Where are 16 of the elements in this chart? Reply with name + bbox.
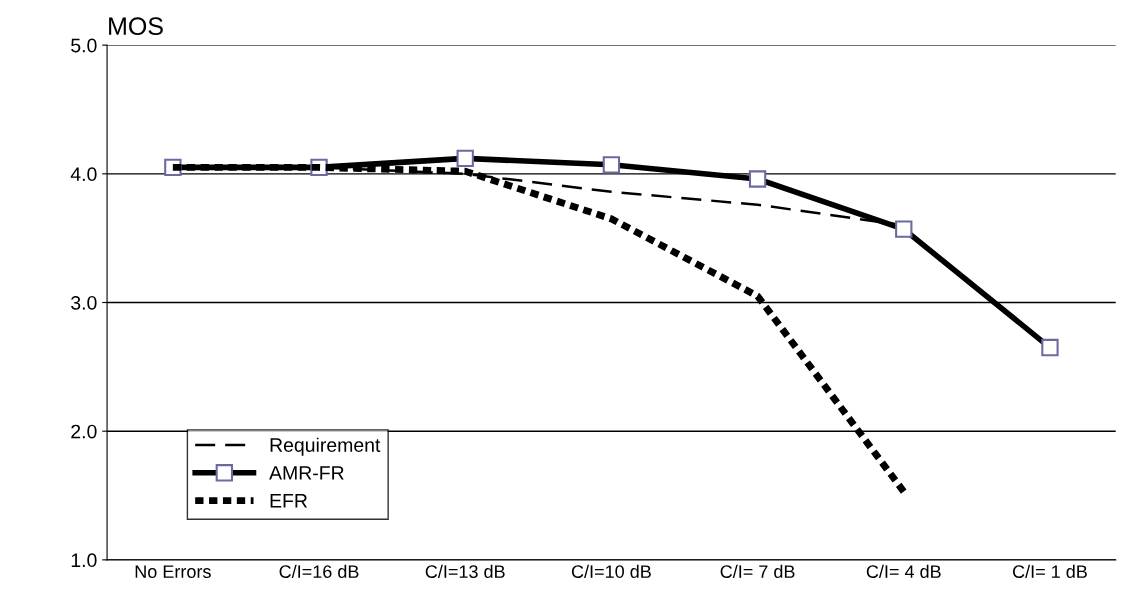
legend-label: AMR-FR xyxy=(269,466,344,480)
x-tick-label: No Errors xyxy=(135,565,211,578)
x-tick-label: C/I= 7 dB xyxy=(720,564,795,578)
x-tick-label: C/I= 1 dB xyxy=(1012,564,1087,578)
y-tick-label: 1.0 xyxy=(71,553,97,568)
x-tick-label: C/I=10 dB xyxy=(571,564,651,578)
y-tick-label: 2.0 xyxy=(71,424,97,439)
x-tick-label: C/I= 4 dB xyxy=(866,564,941,578)
legend-label: Requirement xyxy=(270,437,381,456)
legend-label: EFR xyxy=(270,494,308,508)
x-tick-label: C/I=13 dB xyxy=(425,564,505,578)
x-tick-label: C/I=16 dB xyxy=(279,564,359,578)
y-tick-label: 5.0 xyxy=(71,38,97,53)
y-tick-label: 4.0 xyxy=(70,167,97,182)
y-axis-title: MOS xyxy=(109,17,163,36)
y-tick-label: 3.0 xyxy=(71,295,97,310)
